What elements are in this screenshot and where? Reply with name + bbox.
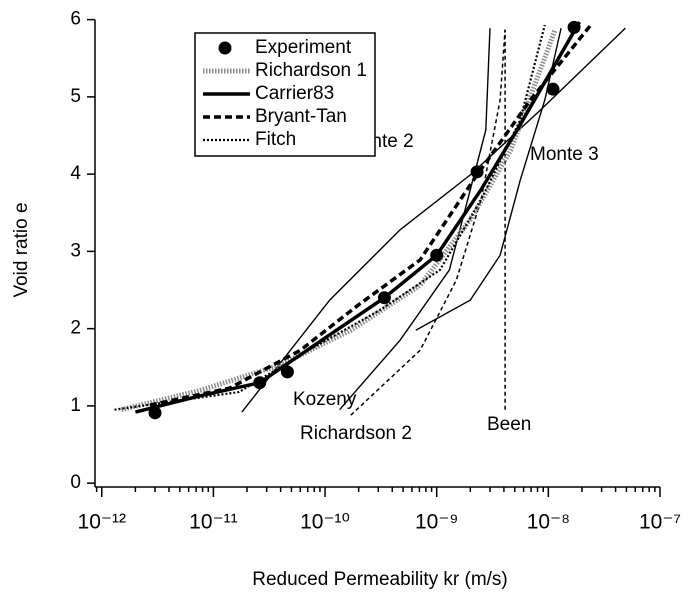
- x-axis-label: Reduced Permeability kr (m/s): [252, 569, 508, 590]
- x-tick-label: 10⁻⁷: [639, 511, 681, 534]
- x-tick-label: 10⁻¹¹: [189, 511, 237, 534]
- curve: [114, 24, 546, 411]
- x-tick-label: 10⁻⁹: [415, 511, 458, 534]
- curve-label: Kozeny: [293, 389, 357, 410]
- data-point: [546, 82, 560, 96]
- legend-marker: [218, 41, 232, 55]
- x-tick-label: 10⁻¹²: [78, 511, 126, 534]
- curve-label: Monte 3: [530, 144, 599, 165]
- curve: [350, 29, 506, 416]
- curve: [149, 23, 593, 407]
- y-tick-label: 0: [70, 472, 81, 493]
- y-tick-label: 3: [70, 240, 81, 261]
- curve-label: Richardson 2: [300, 423, 412, 444]
- legend-label: Fitch: [255, 129, 296, 150]
- y-tick-label: 4: [70, 163, 81, 184]
- y-tick-label: 1: [70, 395, 81, 416]
- x-tick-label: 10⁻¹⁰: [300, 511, 350, 534]
- curve: [120, 28, 558, 413]
- data-point: [148, 406, 162, 420]
- curve: [241, 27, 626, 413]
- curve: [339, 28, 491, 411]
- y-tick-label: 2: [70, 318, 81, 339]
- x-tick-label: 10⁻⁸: [527, 511, 570, 534]
- legend-label: Bryant-Tan: [255, 106, 347, 127]
- data-point: [430, 248, 444, 262]
- y-tick-label: 6: [70, 9, 81, 30]
- data-point: [470, 165, 484, 179]
- y-tick-label: 5: [70, 86, 81, 107]
- legend-label: Richardson 1: [255, 60, 367, 81]
- y-axis-label: Void ratio e: [11, 202, 32, 297]
- data-point: [377, 291, 391, 305]
- legend-label: Carrier83: [255, 83, 334, 104]
- data-point: [280, 365, 294, 379]
- legend-label: Experiment: [255, 37, 352, 58]
- data-point: [567, 20, 581, 34]
- curve-label: Been: [487, 414, 531, 435]
- data-point: [253, 376, 267, 390]
